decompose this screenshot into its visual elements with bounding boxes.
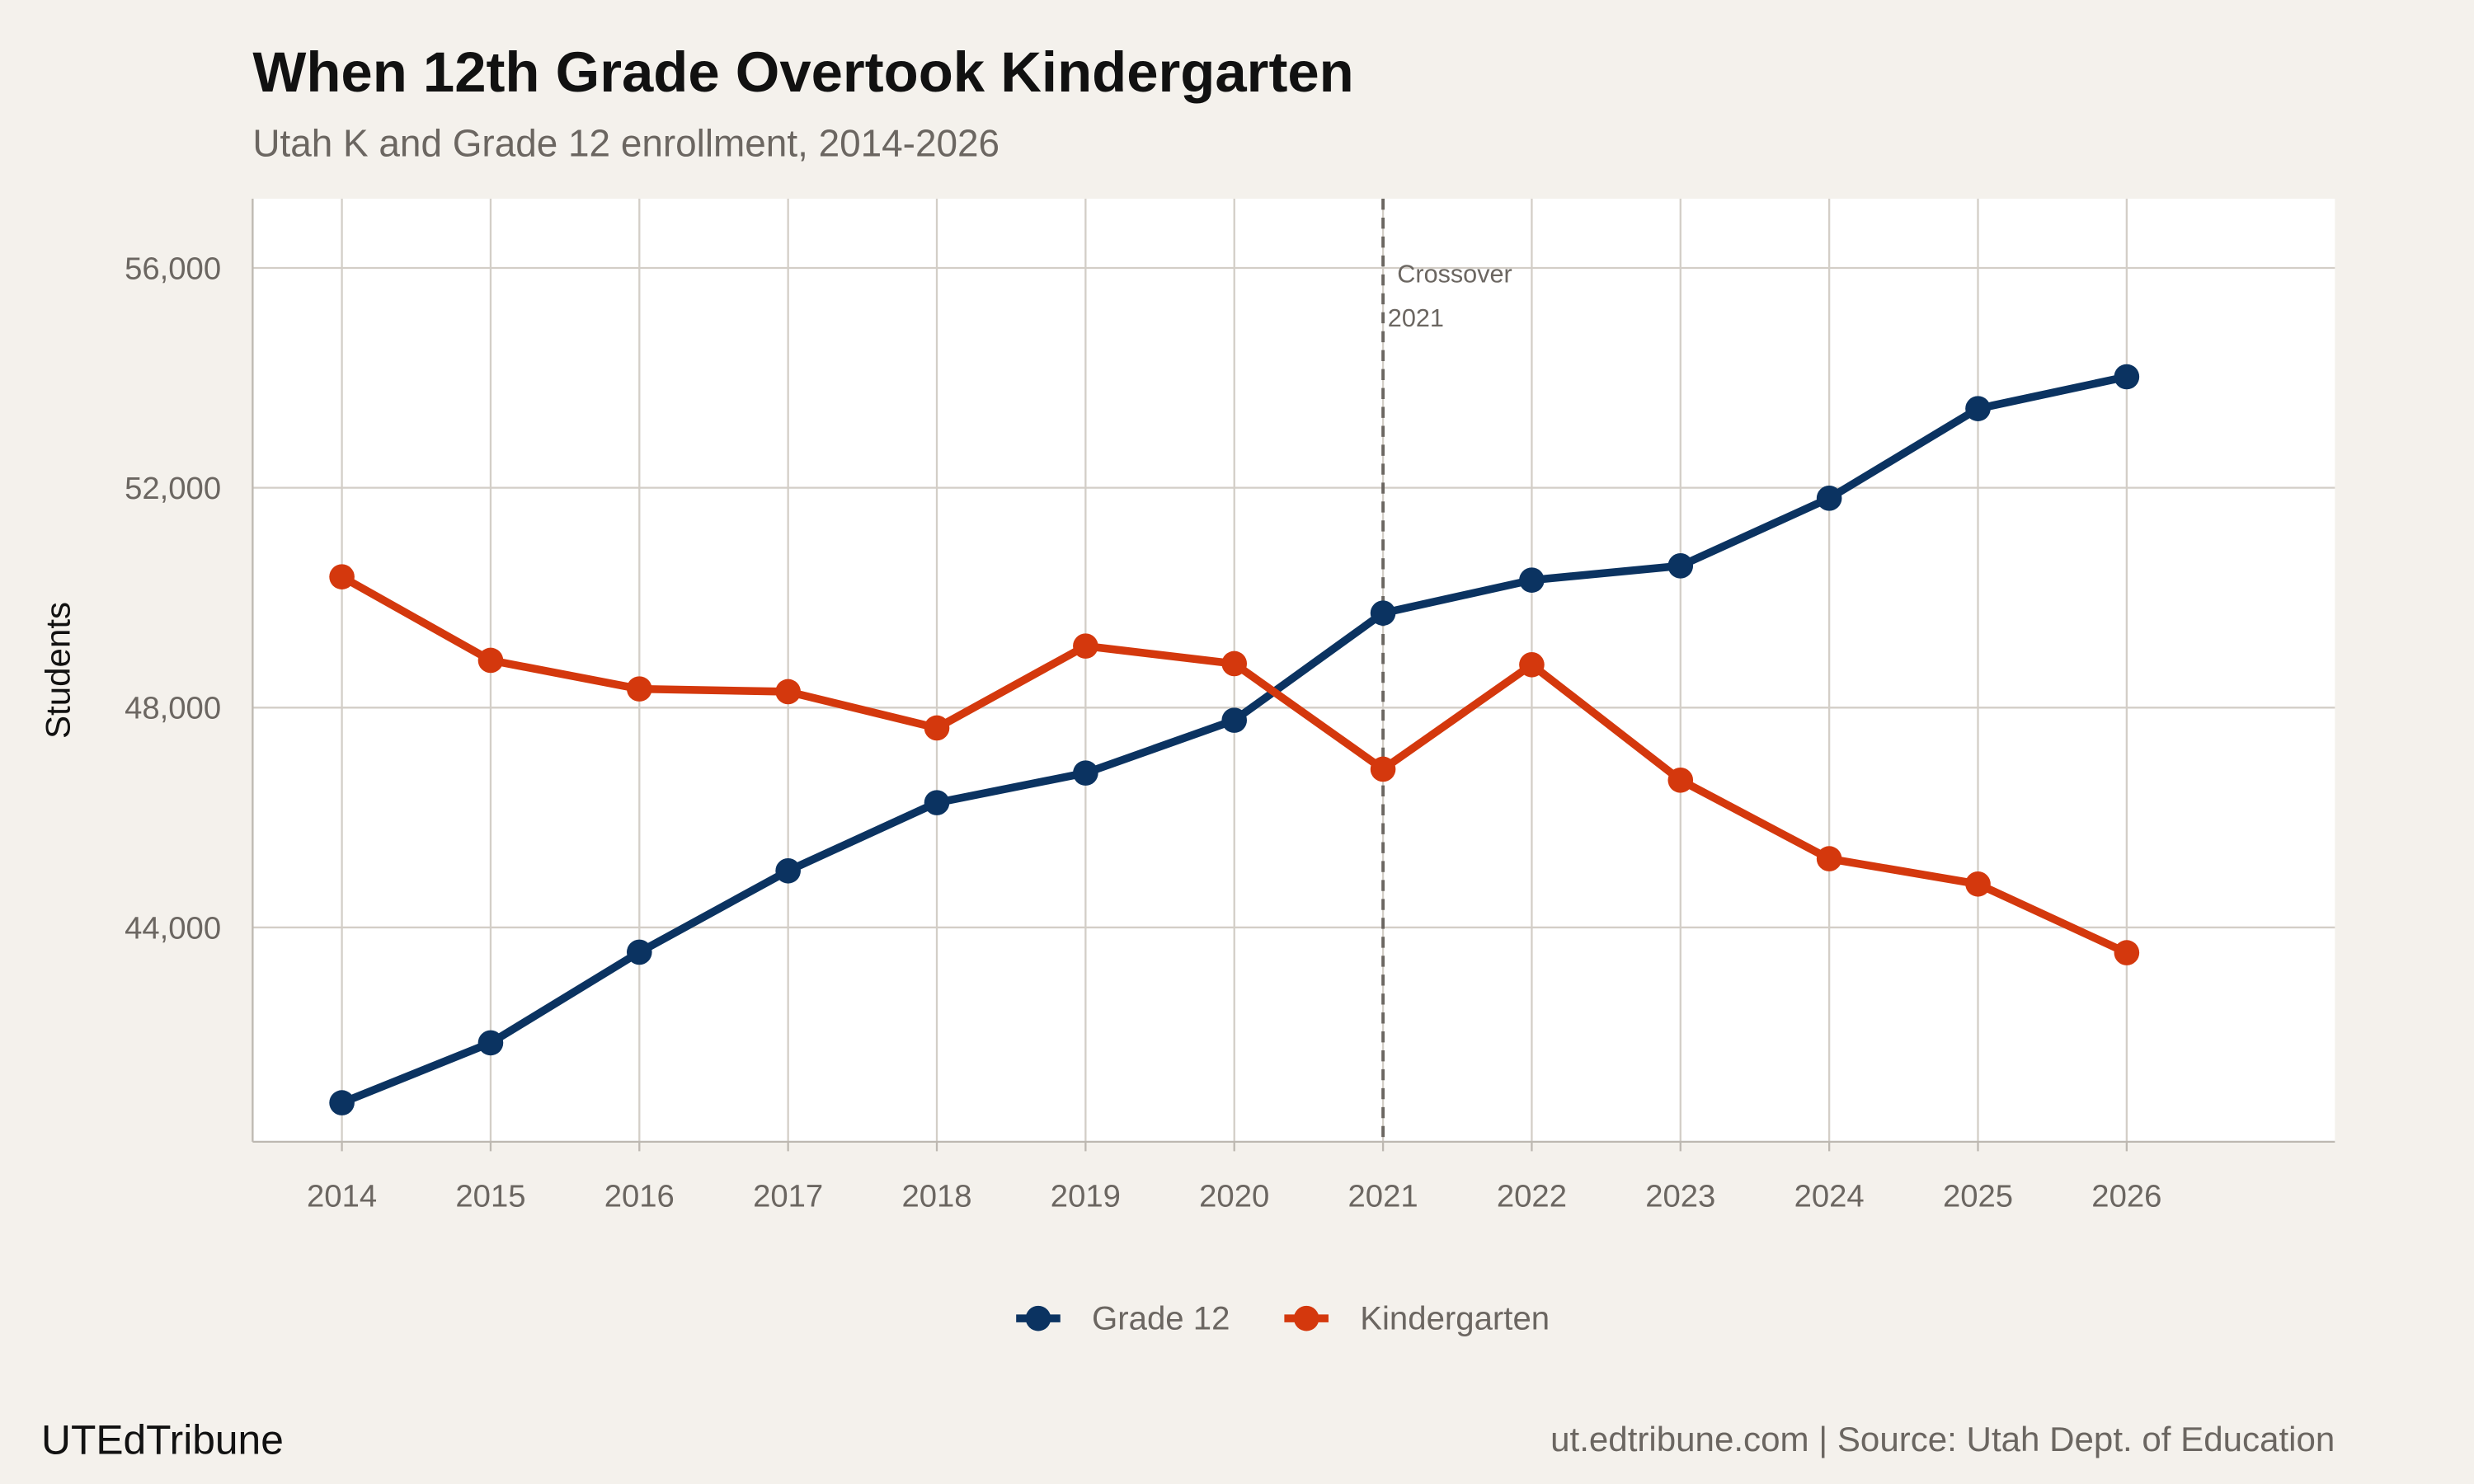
source-credit: ut.edtribune.com | Source: Utah Dept. of… — [1550, 1420, 2335, 1458]
crossover-year-label: 2021 — [1388, 304, 1444, 332]
x-tick-label: 2016 — [604, 1178, 675, 1214]
data-point-kindergarten — [626, 676, 652, 702]
x-tick-label: 2023 — [1645, 1178, 1715, 1214]
data-point-kindergarten — [329, 564, 355, 589]
x-tick-label: 2024 — [1794, 1178, 1865, 1214]
data-point-grade-12 — [1370, 600, 1396, 626]
y-tick-label: 44,000 — [125, 910, 221, 946]
data-point-grade-12 — [1221, 707, 1248, 733]
brand-name: UTEdTribune — [41, 1417, 284, 1463]
data-point-kindergarten — [477, 647, 504, 674]
x-tick-label: 2021 — [1348, 1178, 1418, 1214]
data-point-grade-12 — [1816, 486, 1842, 511]
data-point-grade-12 — [626, 939, 652, 965]
legend-marker-kindergarten — [1293, 1305, 1319, 1331]
data-point-kindergarten — [1073, 633, 1098, 659]
x-tick-labels: 2014 2015 2016 2017 2018 2019 2020 2021 2022 2023… — [307, 1141, 2161, 1214]
chart-title: When 12th Grade Overtook Kindergarten — [252, 40, 1353, 104]
legend-marker-grade-12 — [1025, 1305, 1051, 1331]
x-tick-label: 2026 — [2091, 1178, 2161, 1214]
crossover-label: Crossover — [1397, 260, 1512, 288]
series-layer — [329, 364, 2140, 1115]
data-point-kindergarten — [1221, 650, 1248, 677]
data-point-kindergarten — [1370, 756, 1396, 782]
y-axis-label: Students — [38, 602, 77, 739]
data-point-kindergarten — [775, 679, 801, 705]
plot-panel — [252, 199, 2335, 1142]
y-tick-label: 48,000 — [125, 691, 221, 726]
x-tick-label: 2025 — [1943, 1178, 2013, 1214]
data-point-kindergarten — [1816, 846, 1842, 871]
y-tick-labels: 44,000 48,000 52,000 56,000 — [125, 251, 221, 946]
x-tick-label: 2014 — [307, 1178, 377, 1214]
legend: Grade 12 Kindergarten — [1016, 1300, 1550, 1337]
data-point-grade-12 — [477, 1030, 504, 1056]
x-tick-label: 2020 — [1199, 1178, 1269, 1214]
data-point-kindergarten — [1667, 767, 1694, 793]
chart-subtitle: Utah K and Grade 12 enrollment, 2014-202… — [252, 121, 999, 164]
y-tick-label: 52,000 — [125, 471, 221, 506]
data-point-kindergarten — [1519, 651, 1545, 678]
data-point-kindergarten — [1965, 871, 1991, 897]
data-point-grade-12 — [1667, 553, 1694, 579]
data-point-grade-12 — [1965, 396, 1991, 421]
data-point-grade-12 — [1519, 567, 1545, 593]
data-point-grade-12 — [775, 857, 801, 884]
y-tick-label: 56,000 — [125, 251, 221, 286]
legend-label-grade-12: Grade 12 — [1092, 1300, 1230, 1337]
x-tick-label: 2015 — [455, 1178, 525, 1214]
data-point-kindergarten — [2114, 940, 2140, 965]
x-tick-label: 2022 — [1497, 1178, 1567, 1214]
data-point-kindergarten — [924, 715, 950, 741]
data-point-grade-12 — [329, 1090, 355, 1115]
x-tick-label: 2018 — [901, 1178, 971, 1214]
data-point-grade-12 — [924, 790, 950, 815]
data-point-grade-12 — [2114, 364, 2140, 390]
crossover-annotation: Crossover 2021 — [1381, 199, 1512, 1142]
x-tick-label: 2017 — [753, 1178, 823, 1214]
legend-label-kindergarten: Kindergarten — [1360, 1300, 1550, 1337]
data-point-grade-12 — [1073, 760, 1098, 786]
x-tick-label: 2019 — [1051, 1178, 1121, 1214]
